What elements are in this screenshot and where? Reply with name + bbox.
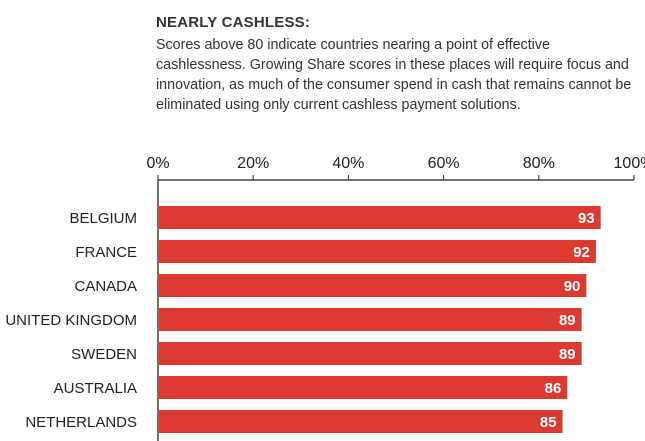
bar-value-label: 93 bbox=[578, 210, 595, 227]
category-label: AUSTRALIA bbox=[54, 380, 137, 397]
bar-value-label: 92 bbox=[573, 244, 590, 261]
bar-value-label: 89 bbox=[559, 312, 576, 329]
bar bbox=[159, 274, 587, 297]
x-tick-label: 20% bbox=[237, 155, 269, 172]
category-label: NETHERLANDS bbox=[25, 414, 137, 431]
x-tick-label: 40% bbox=[332, 155, 364, 172]
bar bbox=[159, 342, 582, 365]
bar bbox=[159, 410, 563, 433]
category-label: BELGIUM bbox=[69, 210, 137, 227]
x-tick-label: 0% bbox=[146, 155, 169, 172]
x-tick-label: 100% bbox=[614, 155, 645, 172]
bar bbox=[159, 240, 596, 263]
bar-value-label: 86 bbox=[545, 380, 562, 397]
bar-value-label: 89 bbox=[559, 346, 576, 363]
chart-header: NEARLY CASHLESS: Scores above 80 indicat… bbox=[156, 14, 636, 115]
bar-chart: 0% 20% 40% 60% 80% 100% 93 BELGIUM 92 FRANCE 90 CAN… bbox=[5, 155, 645, 441]
category-label: SWEDEN bbox=[71, 346, 137, 363]
x-tick-label: 80% bbox=[523, 155, 555, 172]
bar bbox=[159, 376, 568, 399]
category-label: CANADA bbox=[74, 278, 137, 295]
chart-heading: NEARLY CASHLESS: bbox=[156, 14, 311, 31]
bar-value-label: 85 bbox=[540, 414, 557, 431]
category-label: FRANCE bbox=[75, 244, 137, 261]
bar bbox=[159, 206, 601, 229]
bar bbox=[159, 308, 582, 331]
category-label: UNITED KINGDOM bbox=[5, 312, 137, 329]
chart-description: Scores above 80 indicate countries neari… bbox=[156, 37, 632, 113]
bar-value-label: 90 bbox=[564, 278, 581, 295]
x-tick-label: 60% bbox=[428, 155, 460, 172]
